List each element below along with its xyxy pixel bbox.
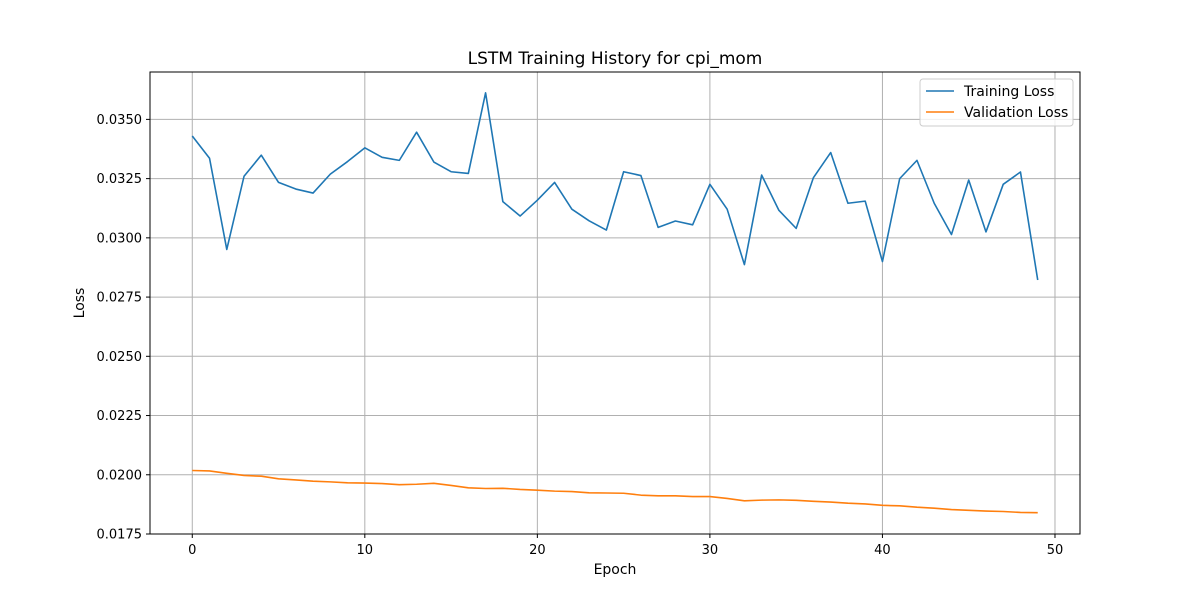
y-tick-label: 0.0225: [97, 409, 143, 424]
chart-title: LSTM Training History for cpi_mom: [468, 49, 763, 69]
ticks: 0 10 20 30 40 50 0.0175 0.0200 0.0225 0.0250 0.027…: [97, 113, 1064, 558]
series-layer: [191, 92, 1039, 514]
y-tick-label: 0.0175: [97, 528, 143, 543]
legend-entry: Training Loss: [963, 84, 1054, 100]
y-tick-label: 0.0325: [97, 172, 143, 187]
y-tick-label: 0.0300: [97, 231, 143, 246]
legend: Training Loss Validation Loss: [919, 78, 1074, 127]
plot-frame: [149, 71, 1081, 535]
x-tick-label: 20: [529, 543, 546, 558]
y-axis-label: Loss: [72, 288, 88, 319]
legend-box: [919, 78, 1074, 127]
series-line-training-loss: [191, 92, 1039, 281]
x-tick-label: 50: [1047, 543, 1064, 558]
x-axis-label: Epoch: [594, 562, 637, 578]
x-tick-label: 0: [188, 543, 196, 558]
x-tick-label: 30: [702, 543, 719, 558]
y-tick-label: 0.0350: [97, 113, 143, 128]
x-tick-label: 40: [874, 543, 891, 558]
grid: [150, 72, 1080, 535]
y-tick-label: 0.0275: [97, 291, 143, 306]
legend-entry: Validation Loss: [964, 105, 1068, 121]
series-line-validation-loss: [192, 469, 1038, 514]
x-tick-label: 10: [357, 543, 374, 558]
y-tick-label: 0.0250: [97, 350, 143, 365]
y-tick-label: 0.0200: [97, 468, 143, 483]
